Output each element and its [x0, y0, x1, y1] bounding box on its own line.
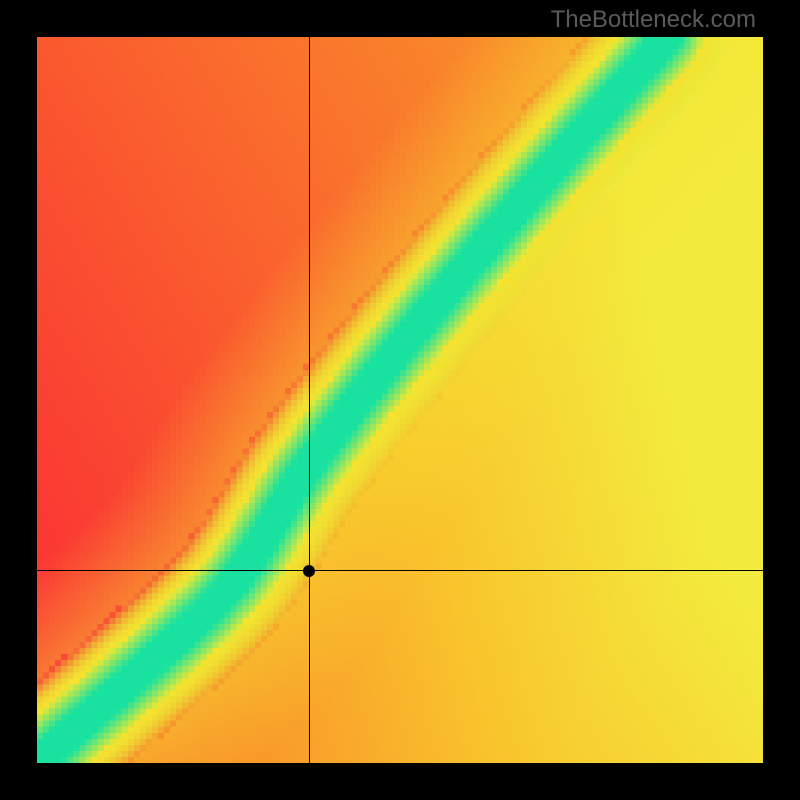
bottleneck-heatmap — [37, 37, 763, 763]
crosshair-horizontal — [37, 570, 763, 571]
crosshair-vertical — [309, 37, 310, 763]
watermark-text: TheBottleneck.com — [551, 6, 756, 34]
selection-marker — [303, 565, 315, 577]
chart-container: TheBottleneck.com — [0, 0, 800, 800]
